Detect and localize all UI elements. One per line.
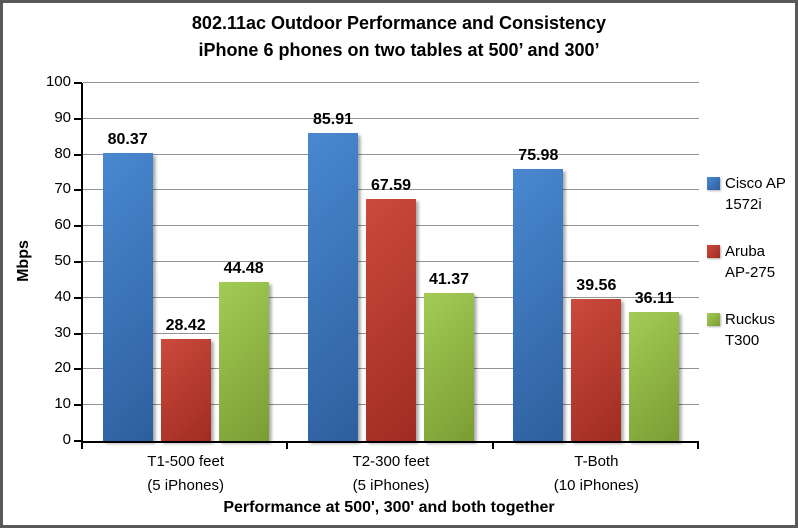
bar-cisco-ap-1572i	[308, 133, 358, 441]
category-label-line2: (10 iPhones)	[553, 477, 639, 494]
legend-label-line: Cisco AP	[725, 175, 786, 192]
y-tick-label: 60	[54, 216, 71, 234]
gridline	[83, 82, 699, 83]
y-tick-mark	[74, 153, 82, 156]
legend-item: Aruba AP-275	[707, 241, 795, 283]
bar-value-label: 75.98	[518, 146, 559, 164]
chart-title-line2: iPhone 6 phones on two tables at 500’ an…	[198, 40, 600, 60]
bar-aruba-ap-275	[571, 299, 622, 441]
y-tick-mark	[74, 440, 82, 442]
y-tick-mark	[74, 261, 82, 263]
y-tick-mark	[74, 189, 82, 192]
y-tick-label: 80	[54, 144, 71, 162]
y-tick-label: 50	[54, 252, 71, 269]
legend-label: Ruckus T300	[725, 309, 775, 351]
y-tick-label: 10	[54, 395, 71, 413]
x-tick-mark	[81, 441, 83, 449]
x-tick-mark	[491, 441, 494, 449]
legend-label-line: T300	[725, 332, 760, 349]
bar-value-label: 41.37	[428, 270, 470, 288]
bar-value-label: 44.48	[223, 259, 264, 277]
y-tick-label: 20	[54, 359, 71, 377]
category-label-line1: T-Both	[574, 453, 619, 470]
legend-item: Cisco AP 1572i	[707, 173, 795, 215]
legend-label: Aruba AP-275	[725, 241, 775, 283]
plot-area: 0 10 20 30 40 50 60 70 80 90 100 80.37 85.91 75.98 28.…	[46, 73, 699, 494]
bar-ruckus-t300	[218, 281, 269, 441]
bar-value-label: 67.59	[370, 177, 412, 195]
y-tick-label: 40	[54, 287, 71, 305]
category-label: T1-500 feet (5 iPhones)	[96, 450, 276, 498]
legend-label-line: Ruckus	[725, 311, 776, 328]
y-tick-mark	[74, 225, 82, 228]
bar-value-label: 80.37	[107, 131, 148, 149]
bar-ruckus-t300	[424, 292, 474, 441]
legend-label-line: Aruba	[725, 243, 766, 260]
category-label-line1: T1-500 feet	[147, 453, 225, 470]
y-tick-label: 0	[62, 431, 71, 448]
legend-label-line: 1572i	[725, 196, 762, 213]
chart-title: 802.11ac Outdoor Performance and Consist…	[3, 10, 795, 64]
y-tick-label: 70	[54, 180, 71, 198]
legend-swatch	[707, 177, 720, 190]
category-label-line2: (5 iPhones)	[352, 477, 430, 494]
bar-value-label: 85.91	[312, 111, 354, 129]
legend-item: Ruckus T300	[707, 309, 795, 351]
bar-value-label: 36.11	[634, 289, 674, 307]
gridline	[83, 189, 699, 191]
y-tick-mark	[74, 296, 82, 299]
category-label: T-Both (10 iPhones)	[506, 450, 686, 498]
bar-cisco-ap-1572i	[513, 168, 564, 441]
category-label-line1: T2-300 feet	[352, 453, 430, 470]
x-tick-mark	[697, 441, 699, 449]
y-tick-label: 90	[54, 108, 71, 126]
legend-swatch	[707, 245, 720, 258]
y-tick-mark	[74, 368, 82, 371]
gridline	[83, 117, 699, 119]
y-tick-label: 30	[54, 323, 71, 341]
y-tick-mark	[74, 82, 82, 84]
y-tick-mark	[74, 404, 82, 407]
legend-label-line: AP-275	[725, 264, 776, 281]
category-label-line2: (5 iPhones)	[147, 477, 225, 494]
bar-value-label: 28.42	[165, 317, 206, 335]
gridline	[83, 153, 699, 155]
y-tick-mark	[74, 332, 82, 335]
y-tick-mark	[74, 117, 82, 120]
y-tick-label: 100	[45, 73, 71, 90]
bar-cisco-ap-1572i	[102, 153, 153, 441]
bar-value-label: 39.56	[576, 277, 617, 295]
legend: Cisco AP 1572i Aruba AP-275 Ruckus T300	[707, 173, 795, 377]
chart-title-line1: 802.11ac Outdoor Performance and Consist…	[191, 13, 607, 33]
category-label: T2-300 feet (5 iPhones)	[301, 450, 481, 498]
bar-aruba-ap-275	[160, 339, 211, 441]
legend-swatch	[707, 313, 720, 326]
x-tick-mark	[286, 441, 289, 449]
legend-label: Cisco AP 1572i	[725, 173, 786, 215]
bar-aruba-ap-275	[366, 199, 416, 441]
x-axis-title: Performance at 500', 300' and both toget…	[223, 499, 555, 516]
bar-ruckus-t300	[629, 311, 680, 441]
